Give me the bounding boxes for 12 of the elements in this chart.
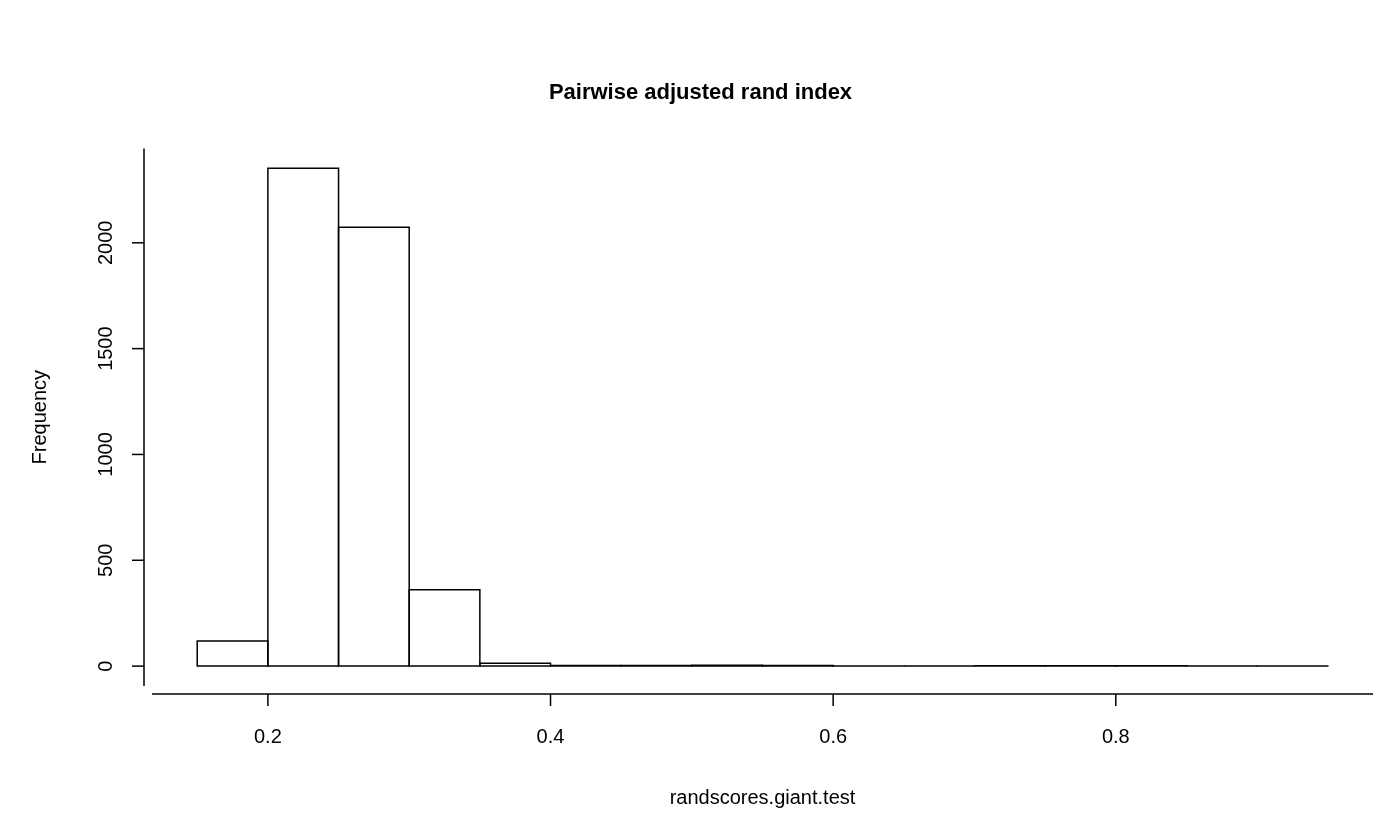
y-tick-label: 1000 [93, 432, 116, 477]
x-tick-label: 0.4 [536, 724, 565, 747]
chart-title: Pairwise adjusted rand index [548, 79, 853, 105]
y-tick-label: 500 [93, 543, 116, 577]
y-axis-title: Frequency [27, 369, 50, 465]
x-tick-label: 0.6 [819, 724, 848, 747]
x-tick-label: 0.8 [1101, 724, 1130, 747]
y-tick-label: 0 [93, 660, 116, 672]
y-tick-label: 2000 [93, 220, 116, 266]
y-tick-label: 1500 [93, 326, 116, 371]
x-axis-title: randscores.giant.test [669, 785, 856, 808]
x-tick-label: 0.2 [253, 724, 282, 747]
